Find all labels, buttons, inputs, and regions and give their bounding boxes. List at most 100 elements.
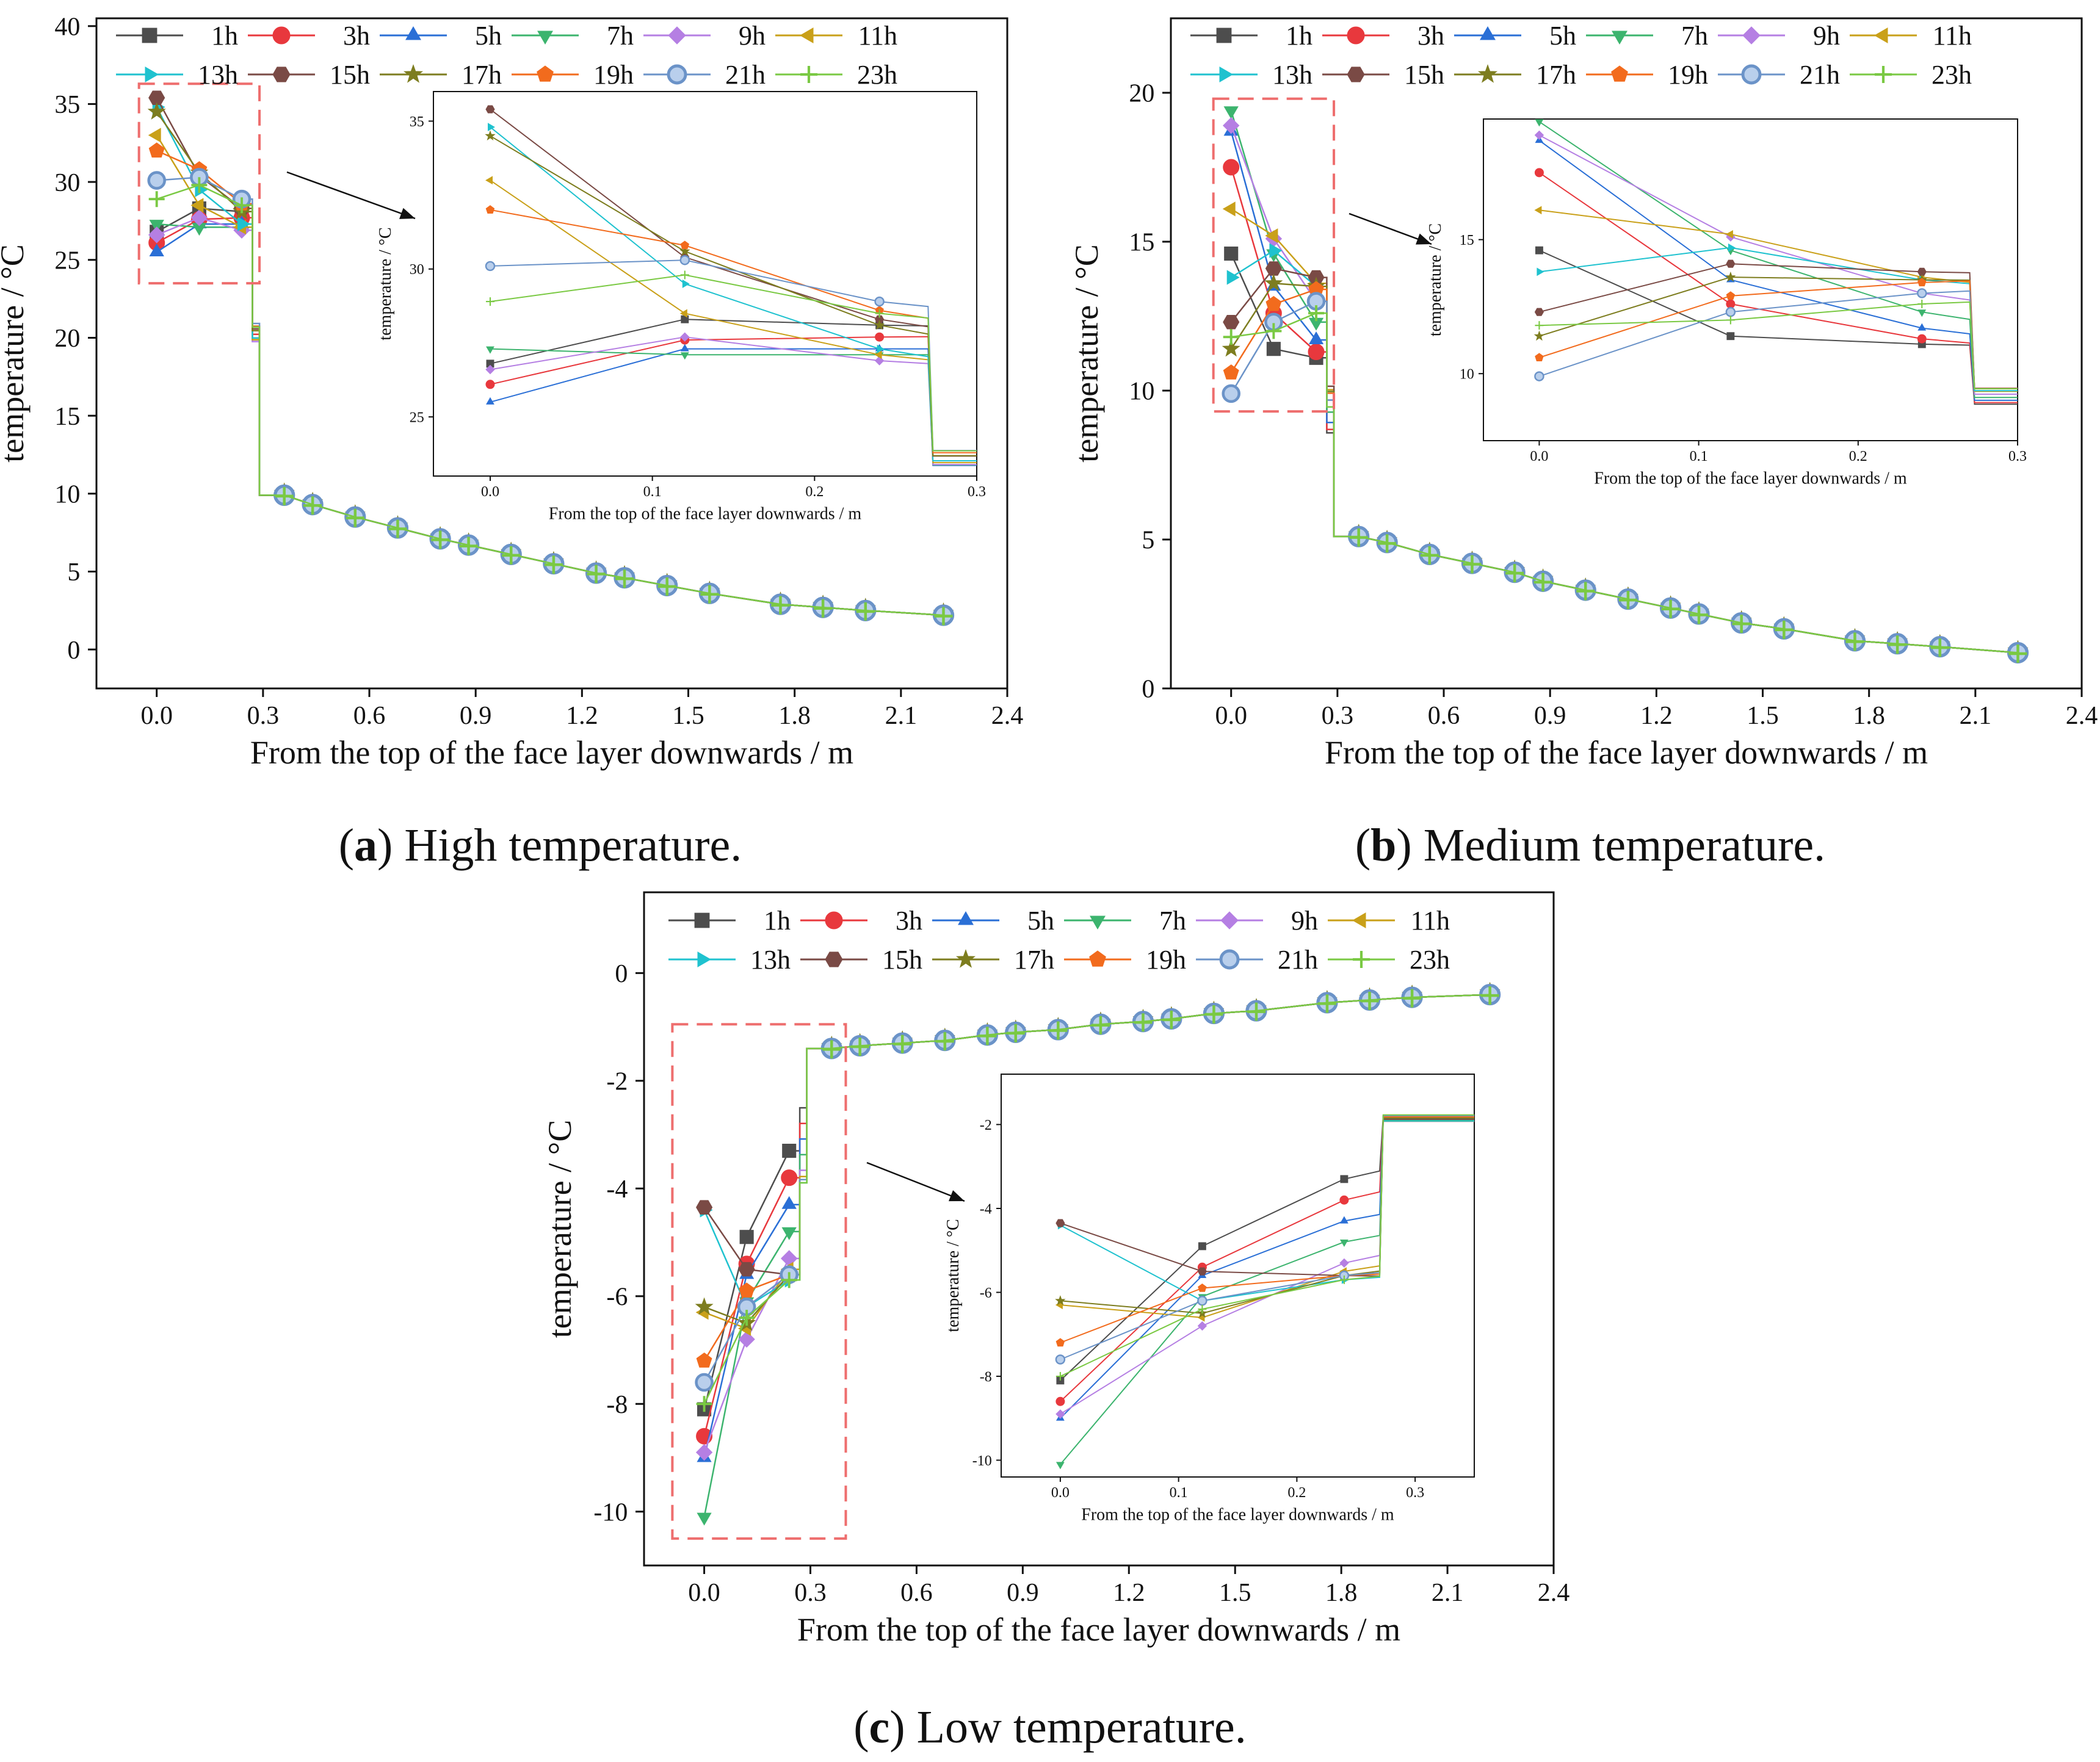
inset-data-point [1535, 353, 1544, 361]
legend-item-3h: 3h [248, 21, 370, 51]
legend-marker [1874, 27, 1888, 43]
y-tick-label: -2 [606, 1068, 628, 1096]
data-point [782, 1144, 797, 1158]
panel-b: 0.0 0.3 0.6 0.9 1.2 1.5 1.8 2.1 2.4 0 5 10 15 20 From … [1068, 17, 2098, 871]
inset-data-point [1055, 1409, 1065, 1419]
x-tick-label: 2.1 [1960, 702, 1992, 730]
data-point [1223, 106, 1239, 120]
data-point [822, 1040, 841, 1059]
inset-data-point [485, 297, 494, 306]
inset: 0.0 0.1 0.2 0.3 10 15 From the top of the face… [1426, 118, 2027, 488]
legend-label: 19h [593, 60, 634, 90]
inset-data-point [1197, 1267, 1207, 1276]
inset-data-point [485, 364, 495, 375]
legend-label: 1h [1286, 21, 1312, 51]
data-point [781, 1196, 797, 1209]
legend-marker [697, 951, 712, 967]
inset-data-point [486, 397, 494, 405]
data-point [234, 197, 250, 214]
data-point [1732, 615, 1751, 634]
legend-label: 15h [1404, 60, 1444, 90]
y-axis-label: temperature / °C [0, 244, 31, 462]
inset-series-line [490, 274, 977, 452]
inset-series-17h [485, 130, 977, 457]
legend-label: 7h [1681, 21, 1708, 51]
data-point [149, 220, 164, 233]
inset-data-point [680, 352, 689, 360]
inset-data-point [1725, 229, 1733, 239]
data-point [1533, 572, 1552, 591]
inset-x-tick-label: 0.0 [1051, 1485, 1070, 1501]
y-tick-label: 0 [615, 960, 628, 988]
inset-data-point [1726, 332, 1735, 341]
legend-item-5h: 5h [380, 21, 502, 51]
data-point [781, 1227, 797, 1240]
data-point [1308, 331, 1324, 344]
data-point [1265, 323, 1282, 339]
data-point [850, 1037, 869, 1056]
inset-data-point [486, 346, 494, 354]
inset-series-line [490, 126, 977, 461]
inset-y-axis-label: temperature / °C [1426, 223, 1445, 336]
inset-data-point [1535, 321, 1544, 330]
inset-series-line [1060, 1116, 1474, 1343]
legend-label: 5h [1027, 906, 1054, 936]
data-point [1162, 1010, 1181, 1029]
data-point [587, 565, 606, 583]
legend-item-17h: 17h [932, 945, 1054, 975]
x-tick-label: 1.2 [1113, 1579, 1145, 1607]
data-point [190, 209, 208, 226]
inset-x-axis-label: From the top of the face layer downwards… [1594, 469, 1907, 488]
inset-series-23h [1055, 1114, 1474, 1381]
inset-data-point [681, 315, 689, 323]
data-point [147, 102, 166, 120]
y-tick-label: 5 [67, 558, 80, 587]
x-axis-label: From the top of the face layer downwards… [1325, 734, 1928, 771]
inset-series-line [1538, 140, 2018, 401]
data-point [1403, 989, 1422, 1008]
x-tick-label: 2.4 [2066, 702, 2098, 730]
data-point [1845, 632, 1864, 651]
data-point [1308, 344, 1325, 361]
inset-series-line [490, 179, 977, 463]
inset-y-tick-label: -2 [980, 1117, 992, 1133]
data-point [1775, 620, 1794, 639]
legend-item-13h: 13h [1190, 60, 1312, 90]
legend-item-7h: 7h [1064, 906, 1186, 936]
inset-y-tick-label: 15 [1460, 233, 1474, 248]
legend-item-19h: 19h [1064, 945, 1186, 975]
legend-item-9h: 9h [643, 21, 766, 51]
data-point [1224, 246, 1239, 261]
data-point [695, 1443, 713, 1461]
legend-item-5h: 5h [1454, 21, 1576, 51]
legend-item-23h: 23h [1850, 60, 1972, 90]
legend-label: 3h [343, 21, 370, 51]
x-tick-label: 1.8 [1853, 702, 1885, 730]
y-tick-label: 5 [1142, 527, 1154, 555]
data-point [431, 530, 450, 549]
data-point [148, 142, 165, 158]
y-tick-label: 10 [54, 481, 80, 509]
inset-data-point [1726, 259, 1736, 268]
inset-data-point [488, 123, 496, 132]
panel-a: 0.0 0.3 0.6 0.9 1.2 1.5 1.8 2.1 2.4 0 5 10 15 20 25 30 3… [0, 13, 1023, 871]
x-tick-label: 1.8 [1325, 1579, 1358, 1607]
inset-x-tick-label: 0.0 [481, 484, 499, 500]
data-point [1317, 994, 1336, 1013]
inset-data-point [1726, 291, 1736, 300]
inset-x-tick-label: 0.3 [1406, 1485, 1424, 1501]
data-point [893, 1034, 912, 1053]
legend-item-23h: 23h [775, 60, 897, 90]
data-point [739, 1282, 755, 1298]
data-point [303, 496, 322, 515]
x-tick-label: 1.5 [1219, 1579, 1251, 1607]
x-tick-label: 0.0 [140, 702, 173, 730]
legend-label: 5h [475, 21, 502, 51]
x-tick-label: 0.6 [353, 702, 386, 730]
x-tick-label: 1.5 [672, 702, 704, 730]
inset-data-point [1917, 323, 1927, 331]
y-tick-label: 15 [54, 403, 80, 431]
inset-data-point [1339, 1195, 1349, 1205]
inset-data-point [874, 319, 885, 330]
data-point [1360, 991, 1379, 1010]
